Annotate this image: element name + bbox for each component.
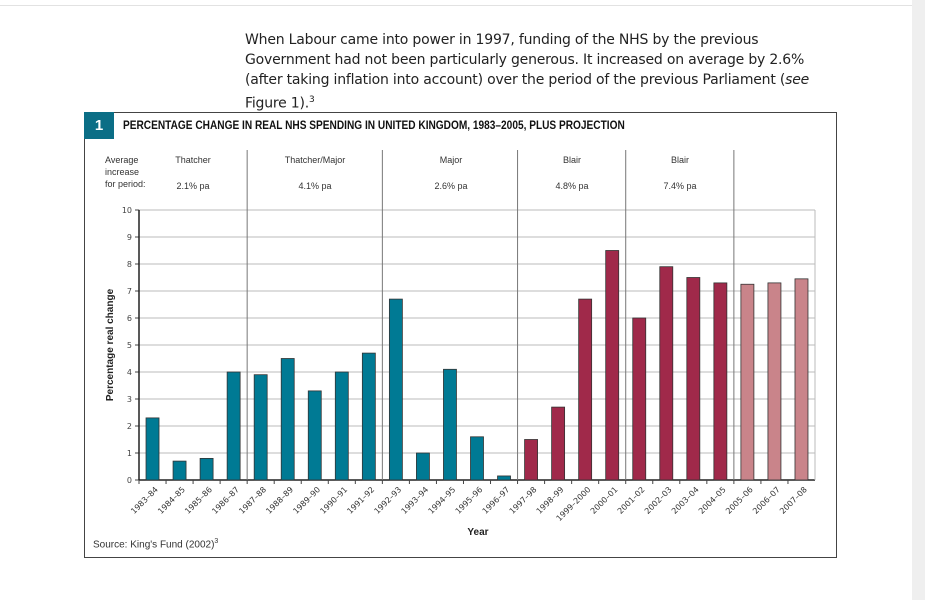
bar [470, 436, 484, 481]
bar [659, 266, 674, 481]
bar [443, 368, 457, 481]
period-name: Blair [563, 155, 581, 165]
y-tick-label: 0 [127, 476, 132, 485]
bar [551, 406, 566, 481]
bar [605, 250, 620, 481]
y-tick-label: 10 [122, 206, 132, 215]
x-tick-label: 2003–04 [670, 485, 701, 516]
y-tick-label: 8 [127, 260, 132, 269]
x-tick-label: 1989–90 [291, 485, 322, 516]
average-label: for period: [105, 179, 146, 189]
x-tick-label: 1986–87 [210, 485, 241, 516]
bar [307, 390, 322, 481]
period-name: Thatcher/Major [285, 155, 346, 165]
period-name: Major [440, 155, 463, 165]
y-tick-label: 4 [127, 368, 132, 377]
x-tick-label: 2002–03 [643, 485, 674, 516]
x-tick-label: 1983–84 [129, 485, 160, 516]
period-name: Thatcher [175, 155, 211, 165]
intro-paragraph: When Labour came into power in 1997, fun… [245, 30, 845, 114]
x-tick-label: 2007–08 [778, 485, 809, 516]
y-tick-label: 1 [127, 449, 132, 458]
x-tick-label: 1992–93 [373, 485, 404, 516]
x-tick-label: 1985–86 [183, 485, 214, 516]
bar [578, 298, 593, 481]
y-tick-label: 2 [127, 422, 132, 431]
x-tick-label: 1997–98 [508, 485, 539, 516]
x-tick-label: 2000–01 [589, 485, 620, 516]
y-tick-label: 7 [127, 287, 132, 296]
period-rate: 4.1% pa [298, 181, 331, 191]
bar [497, 475, 511, 481]
bar [794, 278, 809, 481]
figure-box [84, 112, 837, 558]
bar [524, 439, 538, 481]
paragraph-text: When Labour came into power in 1997, fun… [245, 32, 805, 88]
bar [416, 452, 430, 481]
bar [253, 374, 268, 481]
average-label: Average [105, 155, 138, 165]
previous-page-edge [0, 0, 912, 6]
x-tick-label: 2001–02 [616, 485, 647, 516]
x-tick-label: 1996–97 [481, 485, 512, 516]
y-tick-label: 5 [127, 341, 132, 350]
x-tick-label: 1995–96 [454, 485, 485, 516]
bar [767, 282, 782, 481]
period-rate: 4.8% pa [555, 181, 588, 191]
bar [713, 282, 728, 481]
bar [145, 417, 160, 481]
bar [280, 358, 295, 481]
source-note: Source: King's Fund (2002)3 [93, 538, 218, 550]
x-tick-label: 2006–07 [751, 485, 782, 516]
paragraph-see: see [785, 72, 810, 88]
x-axis-label: Year [467, 527, 488, 538]
bar [172, 460, 187, 481]
period-rate: 7.4% pa [663, 181, 696, 191]
period-rate: 2.1% pa [176, 181, 209, 191]
x-tick-label: 1994–95 [427, 485, 458, 516]
footnote-ref[interactable]: 3 [309, 95, 315, 105]
period-name: Blair [671, 155, 689, 165]
page-margin [912, 0, 925, 600]
x-tick-label: 1990–91 [318, 485, 349, 516]
period-rate: 2.6% pa [434, 181, 467, 191]
source-footnote: 3 [214, 538, 219, 545]
bar [686, 277, 701, 481]
x-tick-label: 2004–05 [697, 485, 728, 516]
average-label: increase [105, 167, 139, 177]
bar [199, 457, 214, 481]
x-tick-label: 1993–94 [400, 485, 431, 516]
bar [632, 317, 647, 481]
y-tick-label: 9 [127, 233, 132, 242]
x-tick-label: 2005–06 [724, 485, 755, 516]
x-tick-label: 1984–85 [156, 485, 187, 516]
figure-title: PERCENTAGE CHANGE IN REAL NHS SPENDING I… [123, 120, 625, 132]
y-tick-label: 3 [127, 395, 132, 404]
bar [388, 298, 403, 481]
figure-number: 1 [84, 112, 114, 139]
source-text: Source: King's Fund (2002) [93, 539, 215, 551]
bar [226, 371, 241, 481]
x-tick-label: 1991–92 [345, 485, 376, 516]
paragraph-text2: Figure 1). [245, 95, 310, 112]
x-tick-label: 1988–89 [264, 485, 295, 516]
y-axis-label: Percentage real change [105, 288, 116, 401]
bar [740, 283, 755, 481]
bar [334, 371, 349, 481]
bar [361, 352, 376, 481]
y-tick-label: 6 [127, 314, 132, 323]
x-tick-label: 1987–88 [237, 485, 268, 516]
